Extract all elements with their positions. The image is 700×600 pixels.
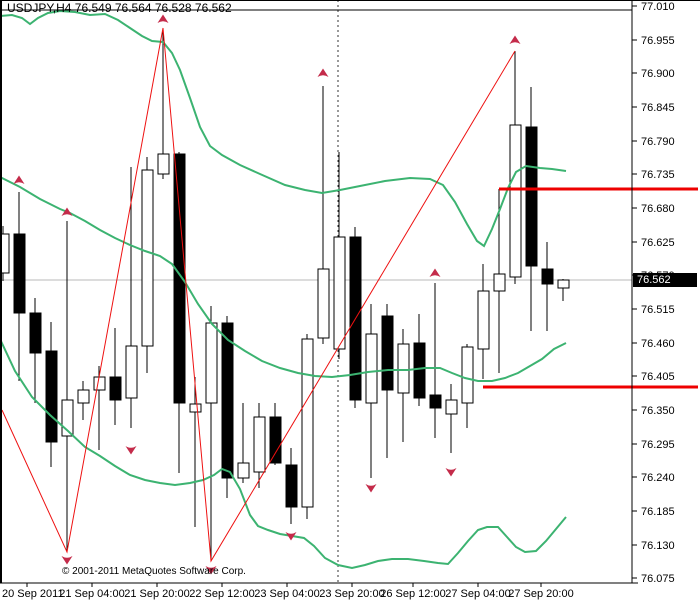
candle-bullish bbox=[509, 124, 522, 278]
fractal-up-icon bbox=[61, 207, 73, 216]
fractal-down-icon bbox=[61, 556, 73, 565]
candle-bearish bbox=[429, 394, 442, 409]
candle-bearish bbox=[13, 233, 26, 314]
candle-bearish bbox=[269, 416, 282, 464]
price-axis-label: 76.900 bbox=[641, 68, 675, 80]
time-axis-label: 27 Sep 04:00 bbox=[445, 588, 510, 600]
candle-bearish bbox=[173, 153, 186, 404]
candle-bullish bbox=[77, 389, 90, 404]
price-axis-label: 76.130 bbox=[641, 540, 675, 552]
time-axis-label: 20 Sep 2011 bbox=[2, 588, 64, 600]
bollinger-lower-line bbox=[0, 338, 567, 570]
candle-bullish bbox=[237, 462, 250, 479]
zigzag-line bbox=[1, 27, 516, 563]
candle-bullish bbox=[189, 403, 202, 413]
fractal-up-icon bbox=[509, 35, 521, 44]
price-axis-label: 76.295 bbox=[641, 439, 675, 451]
price-axis-label: 76.845 bbox=[641, 102, 675, 114]
fractal-down-icon bbox=[285, 532, 297, 541]
copyright-text: © 2001-2011 MetaQuotes Software Corp. bbox=[62, 566, 246, 577]
time-axis-label: 27 Sep 20:00 bbox=[508, 588, 573, 600]
candle-bullish bbox=[461, 346, 474, 404]
candle-bullish bbox=[493, 273, 506, 292]
fractal-down-icon bbox=[125, 446, 137, 455]
fractal-down-icon bbox=[445, 468, 457, 477]
window-top-border bbox=[0, 0, 700, 1]
time-axis-label: 21 Sep 04:00 bbox=[59, 588, 124, 600]
price-axis-label: 76.350 bbox=[641, 405, 675, 417]
price-axis-label: 76.955 bbox=[641, 35, 675, 47]
bollinger-upper-line bbox=[0, 9, 567, 248]
candle-bullish bbox=[317, 268, 330, 339]
time-axis-label: 23 Sep 20:00 bbox=[319, 588, 384, 600]
price-axis-label: 76.515 bbox=[641, 304, 675, 316]
candle-bearish bbox=[541, 268, 554, 285]
fractal-up-icon bbox=[157, 14, 169, 23]
candle-bearish bbox=[381, 315, 394, 391]
candle-bullish bbox=[61, 399, 74, 437]
fractal-down-icon bbox=[365, 484, 377, 493]
fractal-up-icon bbox=[317, 68, 329, 77]
candle-bullish bbox=[397, 343, 410, 394]
price-axis-label: 76.680 bbox=[641, 203, 675, 215]
bollinger-middle-line bbox=[0, 176, 567, 382]
candle-bullish bbox=[141, 169, 154, 347]
candle-bearish bbox=[413, 342, 426, 399]
chart-title-ohlc: USDJPY,H4 76.549 76.564 76.528 76.562 bbox=[7, 1, 232, 15]
window-left-border bbox=[0, 0, 2, 583]
candle-bearish bbox=[109, 376, 122, 401]
fractal-up-icon bbox=[13, 175, 25, 184]
candle-bullish bbox=[93, 376, 106, 391]
price-axis-label: 76.075 bbox=[641, 573, 675, 585]
current-price-badge: 76.562 bbox=[633, 273, 697, 287]
candle-bullish bbox=[445, 399, 458, 415]
price-axis-label: 76.460 bbox=[641, 338, 675, 350]
time-axis-label: 21 Sep 20:00 bbox=[124, 588, 189, 600]
fractal-up-icon bbox=[429, 268, 441, 277]
candle-bullish bbox=[333, 236, 346, 350]
candle-bearish bbox=[221, 322, 234, 479]
fractal-down-icon bbox=[205, 566, 217, 575]
price-axis-label: 77.010 bbox=[641, 1, 675, 13]
candle-bearish bbox=[29, 312, 42, 354]
candle-bullish bbox=[477, 290, 490, 350]
time-axis-label: 23 Sep 04:00 bbox=[254, 588, 319, 600]
candle-bearish bbox=[525, 126, 538, 267]
candle-bullish bbox=[157, 153, 170, 175]
price-axis-label: 76.735 bbox=[641, 169, 675, 181]
candle-bullish bbox=[125, 345, 138, 399]
time-axis-label: 22 Sep 12:00 bbox=[189, 588, 254, 600]
price-axis-label: 76.185 bbox=[641, 506, 675, 518]
time-axis-label: 26 Sep 12:00 bbox=[380, 588, 445, 600]
candle-bullish bbox=[0, 233, 10, 274]
price-axis-label: 76.625 bbox=[641, 237, 675, 249]
candle-bullish bbox=[365, 333, 378, 404]
candle-bearish bbox=[45, 350, 58, 443]
candle-bullish bbox=[557, 279, 570, 289]
candle-bullish bbox=[205, 322, 218, 404]
price-axis-label: 76.790 bbox=[641, 136, 675, 148]
price-axis-label: 76.405 bbox=[641, 371, 675, 383]
price-axis-label: 76.240 bbox=[641, 472, 675, 484]
candle-bullish bbox=[301, 338, 314, 508]
candle-bearish bbox=[285, 464, 298, 508]
candle-bullish bbox=[253, 416, 266, 473]
